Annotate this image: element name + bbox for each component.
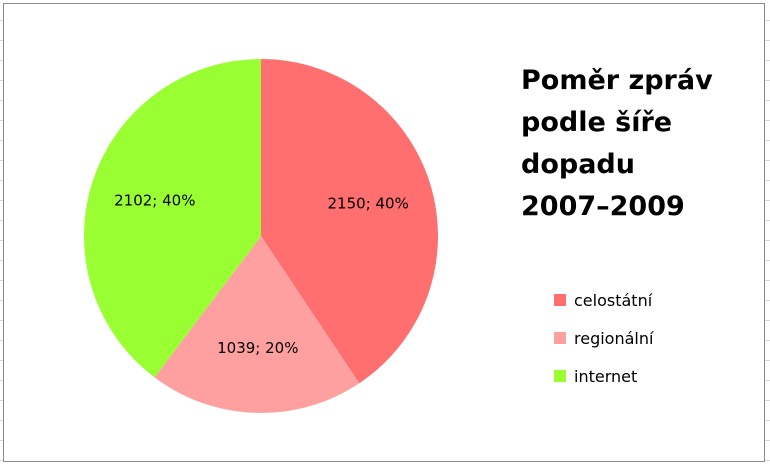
pie-slice-2[interactable] [83, 59, 261, 378]
legend-label: regionální [574, 328, 654, 348]
legend-item-regionalni: regionální [554, 319, 754, 357]
chart-title-line: podle šíře [521, 107, 673, 138]
chart-title-line: 2007–2009 [521, 191, 685, 222]
pie-slice-1[interactable] [154, 236, 360, 413]
pie-chart: 2150; 40% 1039; 20% 2102; 40% [83, 59, 438, 413]
chart-title-line: Poměr zpráv [521, 65, 713, 96]
chart-title: Poměr zpráv podle šíře dopadu 2007–2009 [521, 60, 751, 228]
pie-data-label-0: 2150; 40% [328, 195, 409, 213]
legend-item-internet: internet [554, 357, 754, 395]
chart-legend: celostátní regionální internet [554, 281, 754, 395]
pie-slice-0[interactable] [261, 59, 438, 384]
legend-swatch [554, 294, 566, 306]
legend-label: internet [574, 366, 638, 386]
legend-swatch [554, 370, 566, 382]
chart-area[interactable]: 2150; 40% 1039; 20% 2102; 40% [3, 3, 765, 462]
legend-swatch [554, 332, 566, 344]
legend-label: celostátní [574, 290, 653, 310]
pie-data-label-2: 2102; 40% [114, 191, 195, 209]
legend-item-celostatni: celostátní [554, 281, 754, 319]
pie-data-label-1: 1039; 20% [217, 339, 298, 357]
chart-title-line: dopadu [521, 149, 635, 180]
